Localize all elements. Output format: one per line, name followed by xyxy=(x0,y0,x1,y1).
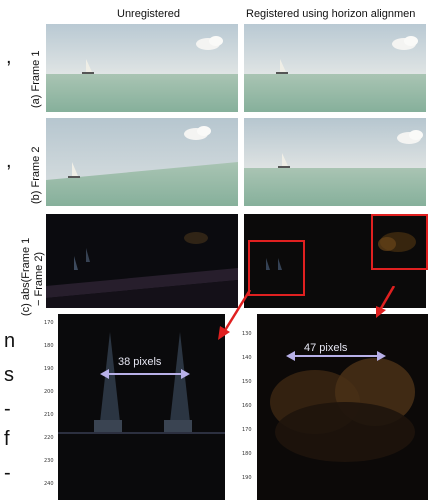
ytick: 180 xyxy=(44,343,54,349)
frame1-unregistered-image xyxy=(46,24,238,112)
highlight-box-boats xyxy=(248,240,305,296)
zoom-right-panel xyxy=(257,314,428,500)
ytick: 140 xyxy=(242,355,252,361)
frame1-registered-image xyxy=(244,24,426,112)
ytick: 130 xyxy=(242,331,252,337)
ytick: 180 xyxy=(242,451,252,457)
ytick: 200 xyxy=(44,389,54,395)
cropped-glyph: f xyxy=(4,428,10,450)
measurement-label-right: 47 pixels xyxy=(304,342,348,354)
diff-unregistered-image xyxy=(46,214,238,308)
diff-registered-image xyxy=(244,214,426,308)
cropped-glyph: s xyxy=(4,364,14,386)
cropped-glyph: - xyxy=(4,462,11,484)
sailboat-icon xyxy=(86,59,92,72)
column-title-registered: Registered using horizon alignmen xyxy=(246,8,416,20)
ytick: 240 xyxy=(44,481,54,487)
ytick: 160 xyxy=(242,403,252,409)
frame2-registered-image xyxy=(244,118,426,206)
zoom-arrows xyxy=(218,286,396,340)
ytick: 170 xyxy=(242,427,252,433)
measurement-label-left: 38 pixels xyxy=(118,356,162,368)
cropped-glyph: , xyxy=(6,46,12,68)
cropped-glyph: , xyxy=(6,150,12,172)
measure-arrow-left xyxy=(100,369,190,379)
sailboat-icon xyxy=(280,59,286,72)
sailboat-icon xyxy=(72,162,78,176)
cropped-glyph: - xyxy=(4,398,11,420)
ytick: 190 xyxy=(44,366,54,372)
cropped-glyph: n xyxy=(4,330,16,352)
ytick: 230 xyxy=(44,458,54,464)
sailboat-icon xyxy=(282,153,288,166)
zoom-left-panel xyxy=(58,314,225,500)
ytick: 190 xyxy=(242,475,252,481)
row-label-frame2: (b) Frame 2 xyxy=(30,146,42,204)
row-label-frame1: (a) Frame 1 xyxy=(30,50,42,108)
highlight-box-cloud xyxy=(371,214,428,270)
frame2-unregistered-image xyxy=(46,118,238,206)
ytick: 170 xyxy=(44,320,54,326)
ytick: 210 xyxy=(44,412,54,418)
ytick: 150 xyxy=(242,379,252,385)
ytick: 220 xyxy=(44,435,54,441)
column-title-unregistered: Unregistered xyxy=(117,8,180,20)
row-label-diff-line2: − Frame 2) xyxy=(33,251,45,306)
measure-arrow-right xyxy=(286,351,386,361)
row-label-diff-line1: (c) abs(Frame 1 xyxy=(20,237,32,316)
